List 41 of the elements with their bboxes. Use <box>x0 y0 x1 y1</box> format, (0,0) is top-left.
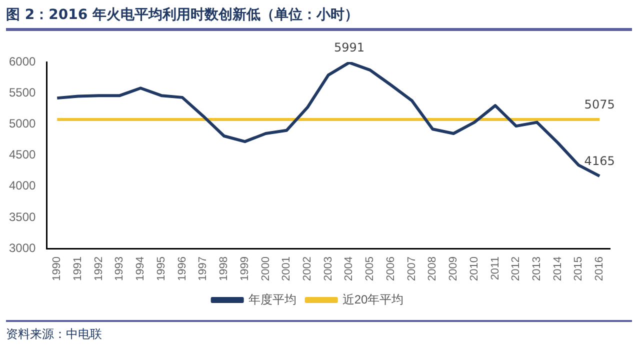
x-tick-label: 2004 <box>343 256 356 282</box>
x-tick-label: 2011 <box>489 256 502 280</box>
y-tick-label: 5000 <box>8 116 36 130</box>
y-tick-label: 5500 <box>8 85 36 100</box>
x-tick-label: 2010 <box>468 256 480 282</box>
x-tick-label: 2009 <box>448 256 460 282</box>
x-tick-label: 1994 <box>134 256 147 282</box>
x-tick-label: 2006 <box>384 256 397 282</box>
x-tick-label: 1999 <box>238 256 251 282</box>
data-label: 5075 <box>584 98 615 112</box>
x-tick-label: 1990 <box>51 256 64 282</box>
legend-label: 年度平均 <box>248 292 296 306</box>
y-tick-label: 6000 <box>8 54 36 68</box>
x-tick-label: 2013 <box>531 256 544 282</box>
x-tick-label: 2002 <box>302 256 314 282</box>
x-tick-label: 1993 <box>114 256 126 282</box>
y-tick-label: 3500 <box>8 210 36 224</box>
x-tick-label: 2016 <box>594 256 606 282</box>
x-tick-label: 1991 <box>72 256 84 282</box>
x-tick-label: 2001 <box>280 256 293 282</box>
data-label: 4165 <box>584 154 615 168</box>
x-tick-label: 1992 <box>92 256 105 282</box>
text: 资料来源：中电联 <box>6 320 632 343</box>
x-tick-label: 2015 <box>572 256 585 282</box>
chart-title: 图 2：2016 年火电平均利用时数创新低（单位：小时） <box>6 6 632 31</box>
x-tick-label: 1998 <box>218 256 230 282</box>
y-tick-label: 4000 <box>8 178 36 193</box>
legend-label: 近20年平均 <box>342 292 404 306</box>
x-tick-label: 2005 <box>364 256 376 282</box>
x-tick-label: 2007 <box>406 256 418 282</box>
x-tick-label: 2000 <box>260 256 272 282</box>
y-tick-label: 4500 <box>8 148 36 162</box>
x-tick-label: 2008 <box>426 256 439 282</box>
y-tick-label: 3000 <box>8 240 36 255</box>
data-label: 5991 <box>334 40 364 55</box>
x-tick-label: 1995 <box>155 256 168 282</box>
x-tick-label: 2014 <box>552 256 564 282</box>
x-tick-label: 2003 <box>322 256 334 282</box>
x-tick-label: 1997 <box>197 256 210 282</box>
x-tick-label: 1996 <box>176 256 188 282</box>
x-tick-label: 2012 <box>510 256 522 282</box>
